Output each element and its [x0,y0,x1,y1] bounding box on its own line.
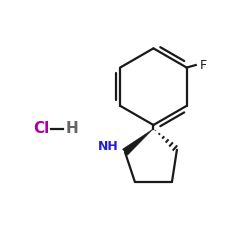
Polygon shape [122,129,154,155]
Text: NH: NH [98,140,119,152]
Text: Cl: Cl [33,121,50,136]
Text: H: H [66,121,78,136]
Text: F: F [200,58,207,71]
